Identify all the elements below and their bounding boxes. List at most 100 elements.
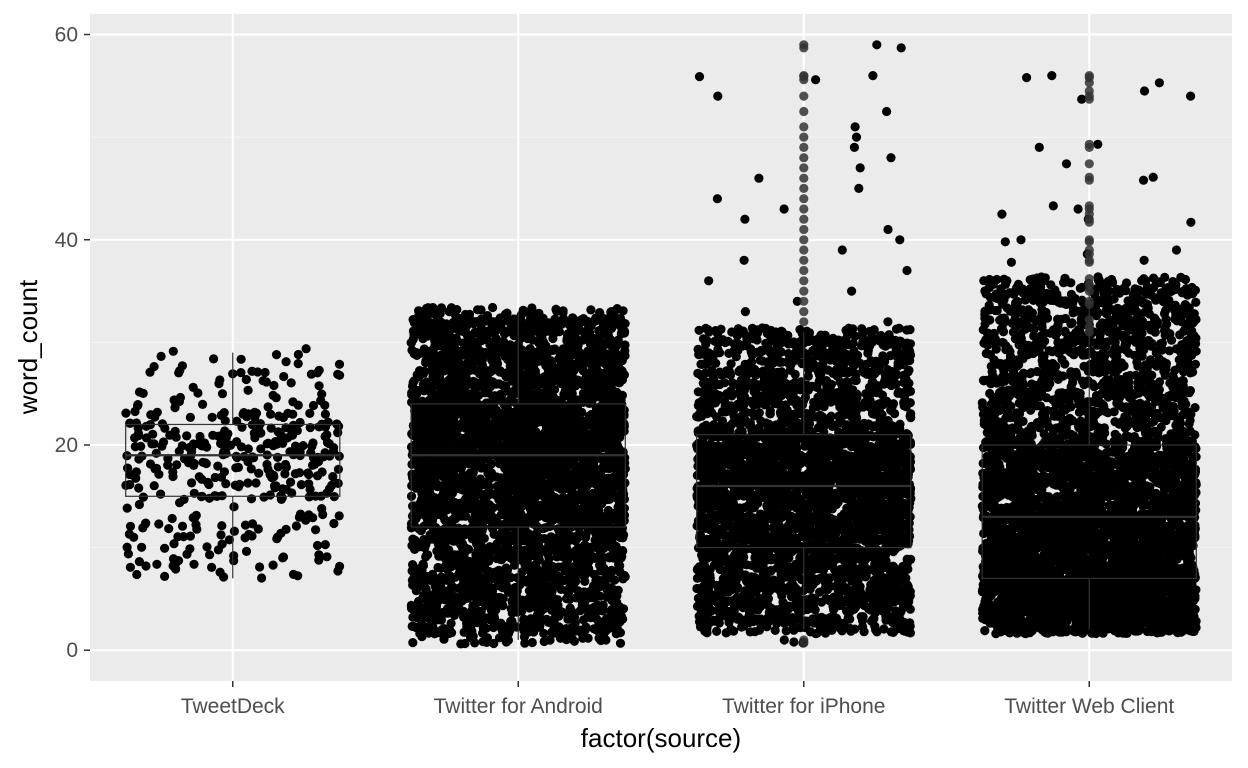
data-point: [281, 524, 291, 535]
data-point: [416, 612, 426, 623]
data-point: [534, 577, 545, 587]
data-point: [585, 418, 595, 428]
data-point: [329, 518, 339, 529]
data-point: [444, 628, 454, 639]
data-point: [438, 389, 448, 399]
data-point: [471, 397, 481, 407]
data-point: [447, 371, 457, 381]
data-point: [586, 370, 596, 380]
data-point: [589, 542, 599, 552]
data-point: [256, 444, 266, 454]
data-point: [311, 525, 321, 535]
data-point: [488, 503, 498, 513]
data-point: [260, 367, 270, 378]
data-point: [517, 438, 527, 448]
data-point: [470, 354, 480, 364]
data-point: [491, 570, 501, 580]
data-point: [125, 480, 135, 490]
data-point: [481, 623, 491, 634]
data-point: [586, 593, 596, 603]
data-point: [453, 602, 464, 612]
data-point: [268, 560, 278, 570]
data-point: [149, 362, 159, 372]
data-point: [500, 345, 510, 355]
data-point: [141, 561, 151, 571]
data-point: [462, 485, 472, 495]
data-point: [241, 374, 251, 385]
data-point: [433, 562, 443, 573]
data-point: [547, 508, 558, 518]
data-point: [609, 372, 619, 382]
data-point: [175, 392, 185, 403]
data-point: [511, 354, 521, 364]
data-point: [296, 480, 306, 490]
data-point: [134, 557, 144, 567]
data-point: [497, 480, 507, 490]
data-point: [442, 459, 452, 469]
data-point: [458, 562, 468, 572]
data-point: [195, 431, 205, 442]
data-point: [618, 306, 628, 316]
data-point: [601, 635, 611, 645]
data-point: [527, 371, 537, 381]
data-point: [453, 440, 463, 450]
data-point: [429, 463, 439, 473]
data-point: [268, 390, 278, 400]
data-point: [446, 303, 457, 313]
data-point: [160, 571, 170, 582]
data-point: [413, 577, 423, 587]
data-point: [317, 389, 327, 399]
data-point: [565, 477, 576, 487]
data-point: [569, 431, 579, 441]
data-point: [236, 442, 246, 452]
data-point: [439, 500, 449, 510]
data-point: [419, 366, 429, 376]
data-point: [131, 473, 141, 483]
data-point: [502, 308, 512, 318]
data-point: [207, 412, 217, 422]
data-point: [213, 461, 223, 471]
data-point: [547, 605, 557, 616]
data-point: [458, 470, 468, 480]
data-point: [133, 423, 143, 433]
data-point: [509, 556, 519, 566]
data-point: [505, 622, 515, 633]
data-point: [222, 442, 232, 452]
data-point: [185, 544, 195, 554]
data-point: [424, 490, 434, 500]
data-point: [293, 359, 303, 369]
data-point: [125, 521, 136, 531]
data-point: [134, 499, 144, 510]
data-point: [582, 560, 593, 570]
data-point: [478, 573, 488, 584]
data-point: [542, 375, 552, 385]
data-point: [328, 472, 338, 482]
data-point: [462, 441, 472, 451]
data-point: [461, 570, 471, 580]
data-point: [422, 423, 432, 433]
data-point: [575, 512, 586, 522]
data-point: [501, 421, 511, 431]
data-point: [130, 442, 140, 452]
data-point: [493, 392, 503, 402]
data-point: [520, 560, 530, 570]
data-point: [572, 336, 582, 347]
data-point: [168, 346, 178, 356]
data-point: [500, 329, 510, 339]
data-point: [586, 398, 596, 408]
data-point: [216, 410, 226, 420]
data-point: [411, 452, 421, 462]
data-point: [154, 519, 164, 529]
data-point: [501, 406, 511, 416]
data-point: [134, 454, 144, 464]
data-point: [158, 437, 169, 447]
data-point: [430, 473, 440, 483]
data-point: [492, 472, 502, 482]
data-point: [551, 364, 561, 375]
data-point: [533, 523, 543, 533]
data-point: [553, 430, 563, 440]
data-point: [333, 478, 343, 488]
data-point: [318, 509, 328, 520]
data-point: [533, 439, 543, 449]
data-point: [123, 549, 133, 559]
